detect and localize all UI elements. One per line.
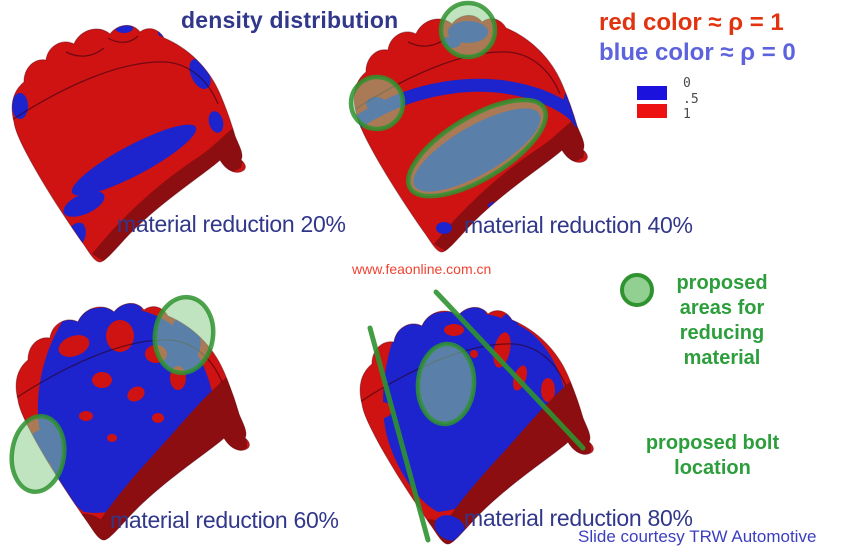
highlight-ellipse-60-bottom — [9, 413, 67, 495]
highlight-circle-left — [348, 74, 406, 132]
bolt-location-line-right — [433, 289, 586, 451]
slide-title: density distribution — [181, 7, 399, 33]
areas-annotation-label: proposed areas for reducing material — [676, 272, 768, 369]
bolt-location-line-left — [367, 325, 431, 543]
highlight-circle-top — [438, 0, 498, 60]
legend-swatch-blue — [637, 86, 667, 100]
legend-tick-05: .5 — [683, 91, 699, 107]
legend-tick-labels: 0.5 1 — [683, 76, 699, 123]
watermark: www.feaonline.com.cn — [352, 261, 492, 277]
blue-color-key-label: blue color ≈ ρ = 0 — [599, 39, 796, 66]
caption-material-reduction-80: material reduction 80% — [464, 505, 693, 531]
highlight-ellipse-60-top — [152, 294, 216, 376]
legend-tick-1: 1 — [683, 107, 691, 122]
proposed-area-marker-icon — [620, 273, 654, 307]
highlight-ellipse-80-percent — [415, 341, 477, 427]
credit-line: Slide courtesy TRW Automotive — [578, 527, 817, 546]
legend-tick-0: 0 — [683, 76, 691, 91]
legend-swatch-red — [637, 104, 667, 118]
caption-material-reduction-20: material reduction 20% — [117, 211, 346, 237]
bolt-annotation-label: proposed bolt location — [645, 432, 780, 479]
annotation-layer — [9, 0, 654, 543]
caption-material-reduction-60: material reduction 60% — [110, 507, 339, 533]
red-color-key-label: red color ≈ ρ = 1 — [599, 9, 784, 36]
caption-material-reduction-40: material reduction 40% — [464, 212, 693, 238]
highlight-ellipse-40-percent — [406, 97, 548, 199]
